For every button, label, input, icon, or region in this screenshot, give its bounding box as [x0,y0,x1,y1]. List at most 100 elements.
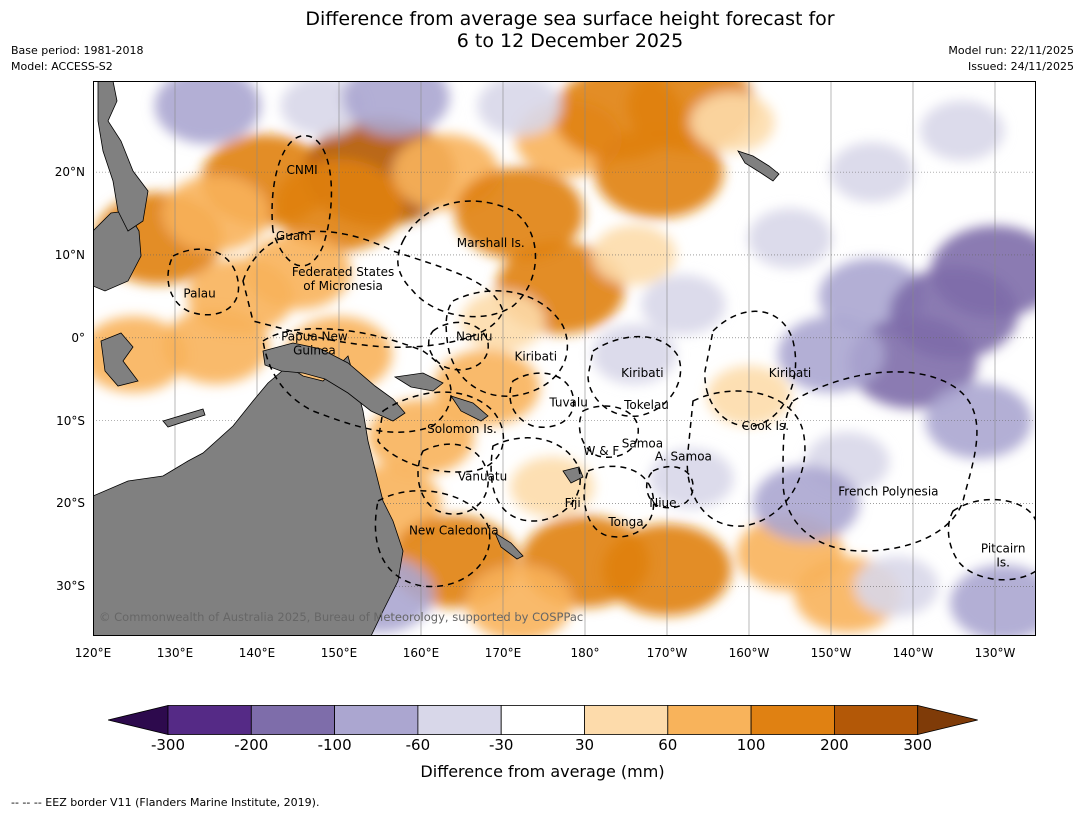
chart-title: Difference from average sea surface heig… [0,8,1085,52]
region-label: Pitcairn [981,542,1026,556]
region-label: Guam [276,229,312,243]
eez-borders [167,135,1036,588]
anomaly-patch [594,126,724,219]
eez-border-nauru [427,321,489,371]
solomon-islands [450,395,489,422]
region-label: New Caledonia [409,523,499,537]
region-label: CNMI [286,163,317,177]
anomaly-patch [950,564,1036,636]
anomaly-patch [690,92,775,153]
region-label: Kiribati [621,366,663,380]
region-label: Fiji [565,496,581,510]
map-canvas: © Commonwealth of Australia 2025, Bureau… [93,81,1036,636]
colorbar-segment [750,705,835,735]
colorbar-tick-label: 60 [658,736,678,754]
eez-border-kiribati-line [704,310,797,427]
colorbar-tick-label: -30 [488,736,514,754]
latitude-tick-label: 30°S [56,579,85,594]
eez-border-fiji [490,437,581,522]
region-label: Kiribati [769,366,811,380]
colorbar-tick-label: 30 [574,736,595,754]
region-label: Marshall Is. [457,236,525,250]
region-label: Nauru [456,329,492,343]
colorbar-segment [417,705,502,735]
eez-border-fsm [242,230,504,348]
anomaly-patch [162,308,270,385]
region-label: French Polynesia [838,484,938,498]
colorbar-tick-label: 300 [903,736,933,754]
region-label: A. Samoa [655,450,712,464]
base-period: Base period: 1981-2018 [11,44,144,57]
eez-border-wallis-samoa [578,405,639,458]
longitude-tick-label: 130°W [974,646,1016,660]
meta-left: Base period: 1981-2018 Model: ACCESS-S2 [11,43,143,75]
longitude-tick-label: 140°W [892,646,934,660]
longitude-tick-label: 180° [570,646,600,660]
region-label: Tokelau [623,398,669,412]
anomaly-patch [592,324,677,385]
anomaly-field [93,81,1036,636]
anomaly-patch [920,100,1005,161]
colorbar-segment [500,705,585,735]
colorbar [107,704,978,739]
region-label: Federated States [292,265,394,279]
map-frame [93,81,1036,636]
colorbar-segment [834,705,919,735]
region-label: Samoa [622,436,663,450]
region-label: Palau [183,286,215,300]
region-label: Is. [996,556,1010,570]
longitude-tick-label: 150°W [810,646,852,660]
borneo-island [93,210,142,292]
colorbar-segment [334,705,419,735]
region-label: Niue [649,496,676,510]
latitude-tick-label: 20°S [56,496,85,511]
new-britain-island [393,372,444,392]
colorbar-extend-low [107,704,169,736]
longitude-tick-label: 150°E [320,646,358,660]
colorbar-tick-label: -100 [317,736,352,754]
latitude-tick-label: 20°N [54,165,85,180]
anomaly-patch [649,448,734,509]
hawaii-islands [737,150,780,182]
colorbar-graphic [107,704,978,736]
region-label: Cook Is. [742,419,789,433]
colorbar-tick-label: 200 [820,736,849,754]
colorbar-segment [167,705,252,735]
region-label: Tuvalu [548,396,588,410]
eez-border-new-caledonia [374,490,491,588]
eez-border-french-polynesia [782,371,978,552]
issued-date: Issued: 24/11/2025 [967,60,1074,73]
longitude-tick-label: 170°E [484,646,522,660]
longitude-tick-label: 160°E [402,646,440,660]
anomaly-patch [162,175,270,252]
colorbar-tick-label: -200 [234,736,269,754]
region-label: W & F [584,444,620,458]
anomaly-patch [854,556,939,617]
anomaly-patch [641,274,726,335]
region-label: Kiribati [515,349,557,363]
colorbar-tick-label: -300 [150,736,186,754]
longitude-tick-label: 130°E [156,646,194,660]
map-panel: © Commonwealth of Australia 2025, Bureau… [93,81,1036,636]
colorbar-segment [250,705,336,735]
title-line-1: Difference from average sea surface heig… [305,8,835,30]
region-label: Papua New [281,329,348,343]
eez-border-cook [686,390,806,527]
colorbar-segment [584,705,669,735]
longitude-tick-label: 140°E [238,646,276,660]
eez-footnote: -- -- -- EEZ border V11 (Flanders Marine… [11,796,320,809]
model-name: Model: ACCESS-S2 [11,60,113,73]
eez-border-png [262,327,452,433]
timor-island [162,408,206,428]
anomaly-patch [466,564,573,636]
latitude-tick-label: 0° [71,330,85,345]
sulawesi-island [100,332,139,387]
new-guinea-island [262,342,406,422]
region-label: Tonga [607,515,643,529]
colorbar-tick-label: -60 [405,736,431,754]
region-label: Solomon Is. [427,422,497,436]
latitude-tick-label: 10°S [56,413,85,428]
anomaly-patch [930,225,1036,318]
anomaly-patch [592,224,677,285]
eez-border-cnmi [271,135,333,267]
